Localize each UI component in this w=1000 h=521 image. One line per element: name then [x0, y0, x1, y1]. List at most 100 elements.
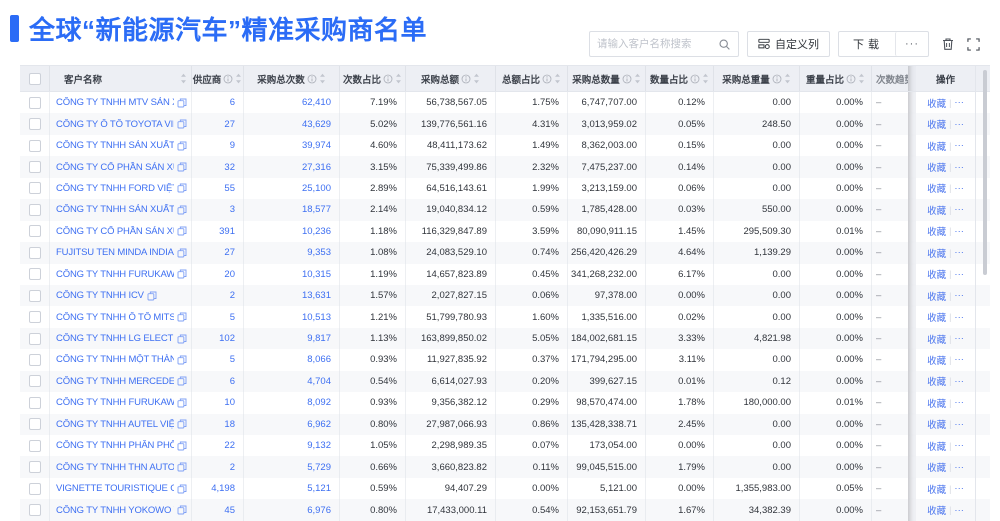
row-more-link[interactable]: ··· [954, 440, 964, 452]
copy-icon[interactable] [177, 441, 187, 451]
column-header-sup[interactable]: 供应商 [192, 66, 244, 91]
column-header-wgtpct[interactable]: 重量占比 [800, 66, 872, 91]
copy-icon[interactable] [177, 162, 187, 172]
sort-icon[interactable] [235, 73, 242, 84]
copy-icon[interactable] [177, 248, 187, 258]
customer-name-link[interactable]: CÔNG TY TNHH Ô TÔ MITSUBI... [56, 311, 174, 323]
row-checkbox[interactable] [28, 203, 41, 216]
row-checkbox[interactable] [28, 182, 41, 195]
copy-icon[interactable] [177, 355, 187, 365]
customer-name-link[interactable]: CÔNG TY TNHH FURUKAWA A... [56, 268, 174, 280]
row-checkbox[interactable] [28, 504, 41, 517]
customer-name-link[interactable]: CÔNG TY CỔ PHẦN SẢN XUẤT... [56, 225, 174, 237]
row-more-link[interactable]: ··· [954, 311, 964, 323]
info-icon[interactable] [307, 74, 317, 84]
column-header-cntpct[interactable]: 次数占比 [340, 66, 406, 91]
copy-icon[interactable] [177, 376, 187, 386]
customer-name-link[interactable]: VIGNETTE TOURISTIQUE G UNI... [56, 483, 174, 495]
row-checkbox[interactable] [28, 396, 41, 409]
row-more-link[interactable]: ··· [954, 461, 964, 473]
row-checkbox[interactable] [28, 139, 41, 152]
customer-name-link[interactable]: CÔNG TY TNHH SẢN XUẤT VÀ ... [56, 140, 174, 152]
sort-icon[interactable] [180, 73, 187, 84]
info-icon[interactable] [383, 74, 393, 84]
row-more-link[interactable]: ··· [954, 397, 964, 409]
sort-icon[interactable] [473, 73, 480, 84]
copy-icon[interactable] [177, 505, 187, 515]
sort-icon[interactable] [319, 73, 326, 84]
row-more-link[interactable]: ··· [954, 225, 964, 237]
row-checkbox[interactable] [28, 332, 41, 345]
favorite-link[interactable]: 收藏 [927, 120, 947, 132]
row-checkbox[interactable] [28, 461, 41, 474]
customer-name-link[interactable]: CÔNG TY TNHH THN AUTOPAR... [56, 461, 174, 473]
row-checkbox[interactable] [28, 311, 41, 324]
favorite-link[interactable]: 收藏 [927, 506, 947, 518]
sort-icon[interactable] [395, 73, 402, 84]
row-more-link[interactable]: ··· [954, 268, 964, 280]
customer-name-link[interactable]: CÔNG TY TNHH MERCEDES–B... [56, 375, 174, 387]
sort-icon[interactable] [858, 73, 865, 84]
customer-name-link[interactable]: CÔNG TY TNHH FURUKAWA A... [56, 397, 174, 409]
row-more-link[interactable]: ··· [954, 161, 964, 173]
customer-name-link[interactable]: CÔNG TY TNHH YOKOWO VIỆT... [56, 504, 174, 516]
column-header-amtpct[interactable]: 总额占比 [496, 66, 568, 91]
customer-name-link[interactable]: CÔNG TY TNHH SẢN XUẤT VÀ ... [56, 204, 174, 216]
customer-name-link[interactable]: CÔNG TY TNHH AUTEL VIỆT N... [56, 418, 174, 430]
favorite-link[interactable]: 收藏 [927, 227, 947, 239]
vertical-scrollbar[interactable] [983, 70, 987, 275]
sort-icon[interactable] [702, 73, 709, 84]
custom-columns-button[interactable]: 自定义列 [747, 31, 830, 57]
copy-icon[interactable] [177, 226, 187, 236]
customer-name-link[interactable]: CÔNG TY TNHH MỘT THÀNH V... [56, 354, 174, 366]
column-header-wgt[interactable]: 采购总重量 [714, 66, 800, 91]
row-more-link[interactable]: ··· [954, 418, 964, 430]
row-checkbox[interactable] [28, 418, 41, 431]
toolbar-more-button[interactable]: ··· [895, 32, 928, 56]
search-input[interactable] [597, 38, 718, 50]
row-more-link[interactable]: ··· [954, 118, 964, 130]
customer-name-link[interactable]: CÔNG TY CỔ PHẦN SẢN XUẤT... [56, 161, 174, 173]
row-checkbox[interactable] [28, 439, 41, 452]
info-icon[interactable] [461, 74, 471, 84]
row-more-link[interactable]: ··· [954, 333, 964, 345]
row-checkbox[interactable] [28, 289, 41, 302]
copy-icon[interactable] [177, 269, 187, 279]
info-icon[interactable] [846, 74, 856, 84]
sort-icon[interactable] [634, 73, 641, 84]
favorite-link[interactable]: 收藏 [927, 163, 947, 175]
favorite-link[interactable]: 收藏 [927, 98, 947, 110]
favorite-link[interactable]: 收藏 [927, 334, 947, 346]
copy-icon[interactable] [177, 141, 187, 151]
favorite-link[interactable]: 收藏 [927, 205, 947, 217]
row-more-link[interactable]: ··· [954, 140, 964, 152]
favorite-link[interactable]: 收藏 [927, 141, 947, 153]
row-checkbox[interactable] [28, 482, 41, 495]
info-icon[interactable] [622, 74, 632, 84]
copy-icon[interactable] [177, 462, 187, 472]
copy-icon[interactable] [177, 398, 187, 408]
trash-button[interactable] [941, 37, 955, 51]
column-header-name[interactable]: 客户名称 [50, 66, 192, 91]
sort-icon[interactable] [784, 73, 791, 84]
info-icon[interactable] [772, 74, 782, 84]
row-more-link[interactable]: ··· [954, 354, 964, 366]
favorite-link[interactable]: 收藏 [927, 484, 947, 496]
customer-name-link[interactable]: CÔNG TY TNHH PHÂN PHỐI T... [56, 440, 174, 452]
row-checkbox[interactable] [28, 118, 41, 131]
row-checkbox[interactable] [28, 96, 41, 109]
column-header-qty[interactable]: 采购总数量 [568, 66, 646, 91]
column-header-cnt[interactable]: 采购总次数 [244, 66, 340, 91]
favorite-link[interactable]: 收藏 [927, 398, 947, 410]
customer-name-link[interactable]: FUJITSU TEN MINDA INDIA PVT... [56, 247, 174, 259]
sort-icon[interactable] [554, 73, 561, 84]
info-icon[interactable] [223, 74, 233, 84]
copy-icon[interactable] [177, 312, 187, 322]
row-more-link[interactable]: ··· [954, 204, 964, 216]
row-more-link[interactable]: ··· [954, 504, 964, 516]
row-more-link[interactable]: ··· [954, 247, 964, 259]
column-header-qtypct[interactable]: 数量占比 [646, 66, 714, 91]
favorite-link[interactable]: 收藏 [927, 377, 947, 389]
favorite-link[interactable]: 收藏 [927, 184, 947, 196]
row-checkbox[interactable] [28, 246, 41, 259]
